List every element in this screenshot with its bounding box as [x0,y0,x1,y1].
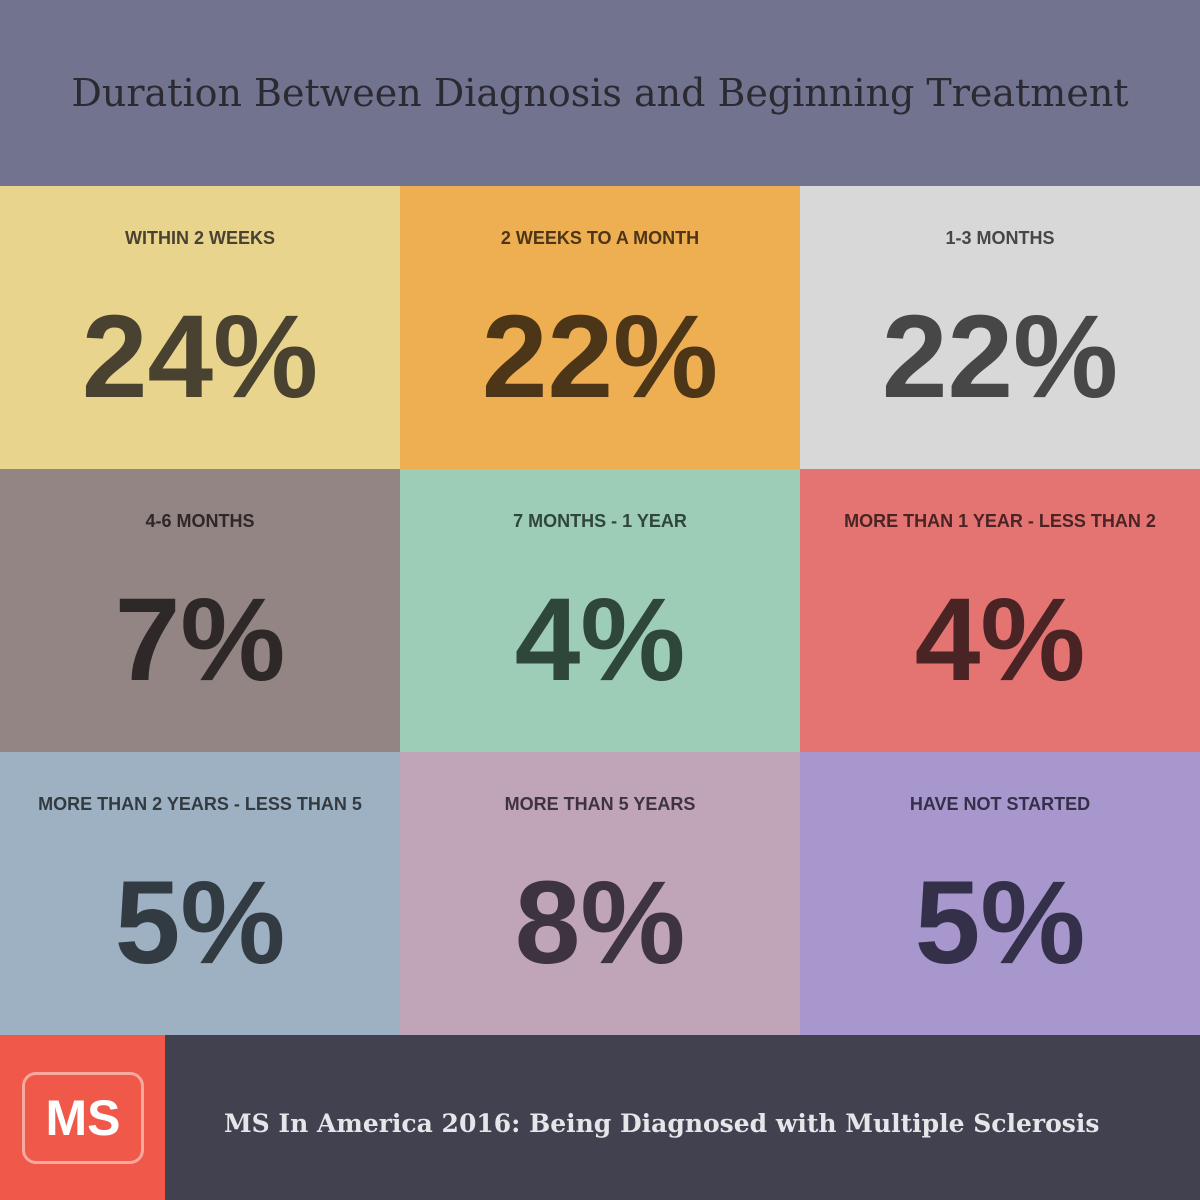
tile-value: 22% [481,291,719,423]
tile: WITHIN 2 WEEKS 24% [0,186,400,469]
footer-caption: MS In America 2016: Being Diagnosed with… [224,1109,1100,1138]
tile-label: 4-6 MONTHS [145,511,255,531]
tile: HAVE NOT STARTED 5% [800,752,1200,1035]
tile-label: 7 MONTHS - 1 YEAR [513,511,687,531]
logo-mark: MS [22,1072,144,1164]
title: Duration Between Diagnosis and Beginning… [71,71,1129,115]
logo: MS [0,1035,165,1200]
tile: 7 MONTHS - 1 YEAR 4% [400,469,800,752]
tile-label: MORE THAN 1 YEAR - LESS THAN 2 [844,511,1156,531]
tile-label: 2 WEEKS TO A MONTH [500,228,700,248]
tile-value: 4% [914,574,1086,706]
tile-label: WITHIN 2 WEEKS [124,228,275,248]
tile-label: MORE THAN 2 YEARS - LESS THAN 5 [38,794,362,814]
tile-label: 1-3 MONTHS [945,228,1055,248]
footer: MS MS In America 2016: Being Diagnosed w… [0,1035,1200,1200]
tile: MORE THAN 1 YEAR - LESS THAN 2 4% [800,469,1200,752]
tile-grid: WITHIN 2 WEEKS 24% 2 WEEKS TO A MONTH 22% 1-… [0,186,1200,1035]
tile: 1-3 MONTHS 22% [800,186,1200,469]
header: Duration Between Diagnosis and Beginning… [0,0,1200,186]
tile-label: MORE THAN 5 YEARS [504,794,696,814]
tile: 4-6 MONTHS 7% [0,469,400,752]
tile-value: 5% [114,857,286,989]
tile-value: 4% [514,574,686,706]
tile-value: 5% [914,857,1086,989]
tile: MORE THAN 5 YEARS 8% [400,752,800,1035]
tile-value: 7% [114,574,286,706]
tile-value: 8% [514,857,686,989]
tile: MORE THAN 2 YEARS - LESS THAN 5 5% [0,752,400,1035]
tile-value: 24% [81,291,319,423]
tile-value: 22% [881,291,1119,423]
tile-label: HAVE NOT STARTED [909,794,1091,814]
tile: 2 WEEKS TO A MONTH 22% [400,186,800,469]
